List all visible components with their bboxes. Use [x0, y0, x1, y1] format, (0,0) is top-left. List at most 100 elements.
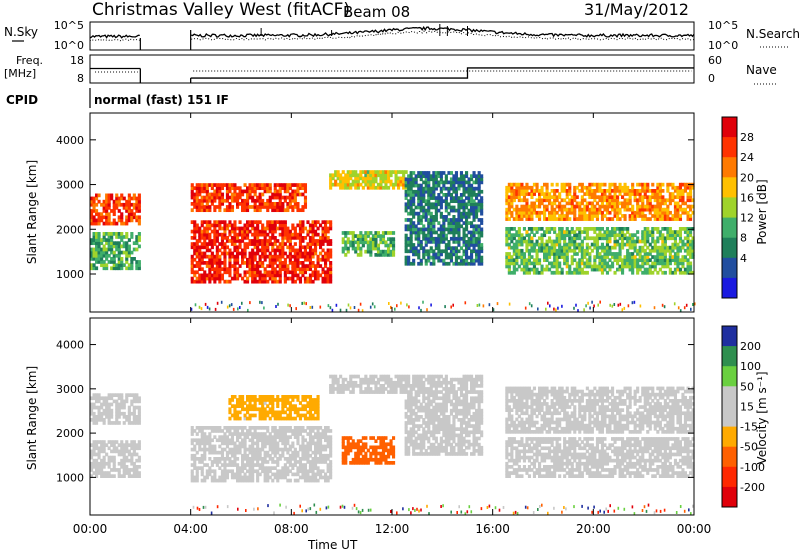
heatmap-cell: [575, 195, 579, 200]
heatmap-cell: [477, 171, 481, 175]
heatmap-cell: [256, 435, 260, 439]
heatmap-cell: [190, 183, 194, 187]
heatmap-cell: [548, 210, 552, 215]
heatmap-cell: [346, 182, 350, 187]
heatmap-cell: [444, 202, 448, 207]
heatmap-cell: [105, 396, 109, 401]
heatmap-cell: [230, 251, 235, 256]
heatmap-cell: [676, 264, 680, 269]
heatmap-cell: [276, 189, 280, 194]
heatmap-cell: [321, 257, 325, 262]
heatmap-cell: [477, 246, 481, 251]
heatmap-cell: [261, 457, 265, 461]
heatmap-cell: [510, 185, 514, 190]
heatmap-cell: [215, 261, 219, 265]
heatmap-cell: [369, 243, 373, 248]
heatmap-cell: [532, 182, 537, 187]
heatmap-cell: [575, 227, 579, 231]
heatmap-cell: [130, 455, 134, 460]
heatmap-cell: [371, 246, 376, 251]
heatmap-cell: [603, 267, 607, 272]
heatmap-cell: [278, 242, 282, 246]
heatmap-cell: [563, 198, 567, 203]
heatmap-cell: [578, 270, 582, 275]
heatmap-cell: [190, 432, 194, 436]
heatmap-cell: [115, 253, 119, 258]
heatmap-cell: [548, 227, 552, 231]
heatmap-cell: [619, 302, 622, 306]
heatmap-cell: [316, 444, 320, 449]
heatmap-cell: [220, 232, 225, 237]
heatmap-cell: [558, 227, 562, 231]
heatmap-cell: [298, 429, 303, 433]
heatmap-cell: [301, 441, 305, 446]
heatmap-cell: [200, 189, 204, 194]
heatmap-cell: [673, 204, 678, 209]
heatmap-cell: [127, 193, 131, 198]
heatmap-cell: [477, 189, 481, 194]
heatmap-cell: [112, 212, 116, 217]
heatmap-cell: [230, 447, 235, 452]
heatmap-cell: [530, 217, 534, 221]
heatmap-cell: [459, 255, 464, 260]
heatmap-cell: [613, 239, 617, 244]
heatmap-cell: [258, 186, 262, 191]
heatmap-cell: [100, 247, 104, 252]
heatmap-cell: [611, 261, 615, 266]
heatmap-cell: [656, 217, 660, 221]
heatmap-cell: [213, 478, 217, 483]
heatmap-cell: [190, 208, 194, 213]
heatmap-cell: [107, 411, 111, 416]
heatmap-cell: [430, 303, 432, 307]
heatmap-cell: [480, 233, 484, 238]
heatmap-cell: [641, 198, 645, 203]
heatmap-cell: [683, 242, 688, 247]
heatmap-cell: [628, 245, 632, 250]
heatmap-cell: [132, 215, 136, 220]
heatmap-cell: [112, 244, 116, 249]
heatmap-cell: [512, 236, 516, 241]
heatmap-cell: [308, 426, 313, 430]
heatmap-cell: [379, 249, 383, 254]
heatmap-cell: [326, 239, 330, 243]
heatmap-cell: [253, 270, 257, 275]
heatmap-cell: [228, 267, 232, 272]
heatmap-cell: [115, 405, 119, 410]
heatmap-cell: [550, 210, 554, 215]
heatmap-cell: [105, 218, 109, 223]
heatmap-cell: [293, 453, 297, 458]
heatmap-cell: [324, 460, 328, 464]
heatmap-cell: [316, 450, 320, 455]
heatmap-cell: [293, 242, 297, 246]
heatmap-cell: [671, 270, 675, 275]
heatmap-cell: [230, 254, 235, 259]
heatmap-cell: [112, 250, 116, 255]
heatmap-cell: [110, 421, 114, 425]
heatmap-cell: [127, 415, 131, 419]
heatmap-cell: [228, 251, 232, 256]
heatmap-cell: [306, 444, 310, 449]
heatmap-cell: [412, 180, 416, 185]
heatmap-cell: [538, 210, 542, 215]
heatmap-cell: [248, 270, 252, 275]
heatmap-cell: [349, 176, 353, 181]
heatmap-cell: [673, 270, 678, 275]
heatmap-cell: [238, 251, 242, 256]
heatmap-cell: [437, 193, 441, 197]
heatmap-cell: [326, 475, 330, 480]
heatmap-cell: [666, 227, 670, 231]
heatmap-cell: [449, 255, 454, 260]
heatmap-cell: [580, 182, 584, 187]
heatmap-cell: [392, 246, 396, 251]
heatmap-cell: [573, 233, 577, 238]
heatmap-cell: [314, 460, 318, 464]
heatmap-cell: [520, 255, 524, 259]
heatmap-cell: [611, 198, 615, 203]
heatmap-cell: [135, 238, 139, 242]
heatmap-cell: [658, 201, 662, 206]
heatmap-cell: [324, 232, 328, 237]
heatmap-cell: [319, 236, 323, 240]
heatmap-cell: [623, 306, 626, 310]
heatmap-cell: [223, 198, 227, 203]
heatmap-cell: [220, 438, 225, 443]
